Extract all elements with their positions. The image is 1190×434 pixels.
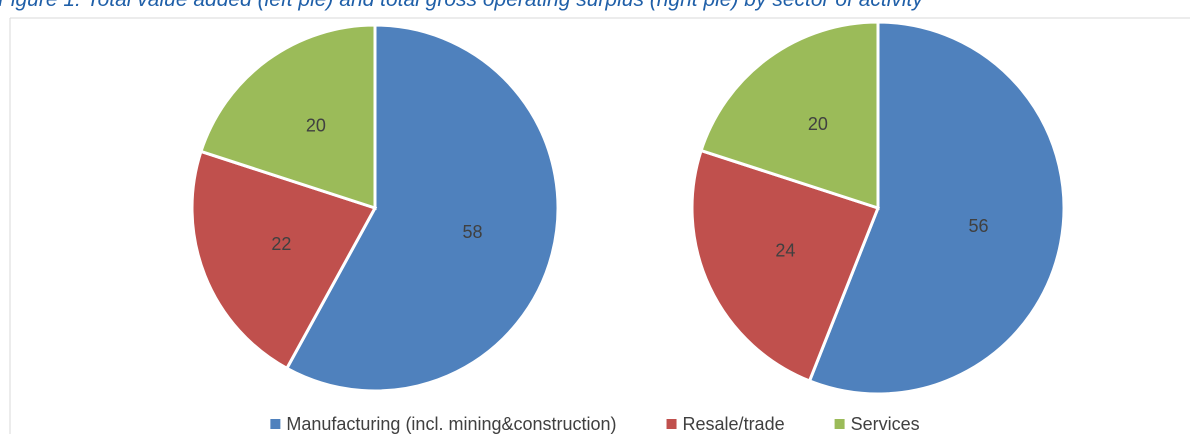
- legend-label: Resale/trade: [683, 414, 785, 434]
- data-label: 22: [271, 234, 291, 254]
- data-label: 56: [968, 216, 988, 236]
- pie-slice: [807, 20, 1066, 396]
- legend-swatch: [270, 419, 281, 429]
- pie-slice: [190, 149, 378, 371]
- legend-label: Manufacturing (incl. mining&construction…: [286, 414, 616, 434]
- figure-caption: Figure 1: Total value added (left pie) a…: [0, 0, 923, 12]
- pie-slice: [699, 20, 880, 211]
- pie-slice: [284, 23, 560, 393]
- pie-slice: [199, 23, 377, 211]
- data-label: 58: [462, 222, 482, 242]
- pie-slice: [690, 148, 880, 383]
- data-label: 20: [808, 114, 828, 134]
- legend-swatch: [666, 419, 677, 429]
- legend-swatch: [834, 419, 845, 429]
- legend-label: Services: [851, 414, 920, 434]
- data-label: 24: [775, 240, 795, 260]
- data-label: 20: [306, 115, 326, 135]
